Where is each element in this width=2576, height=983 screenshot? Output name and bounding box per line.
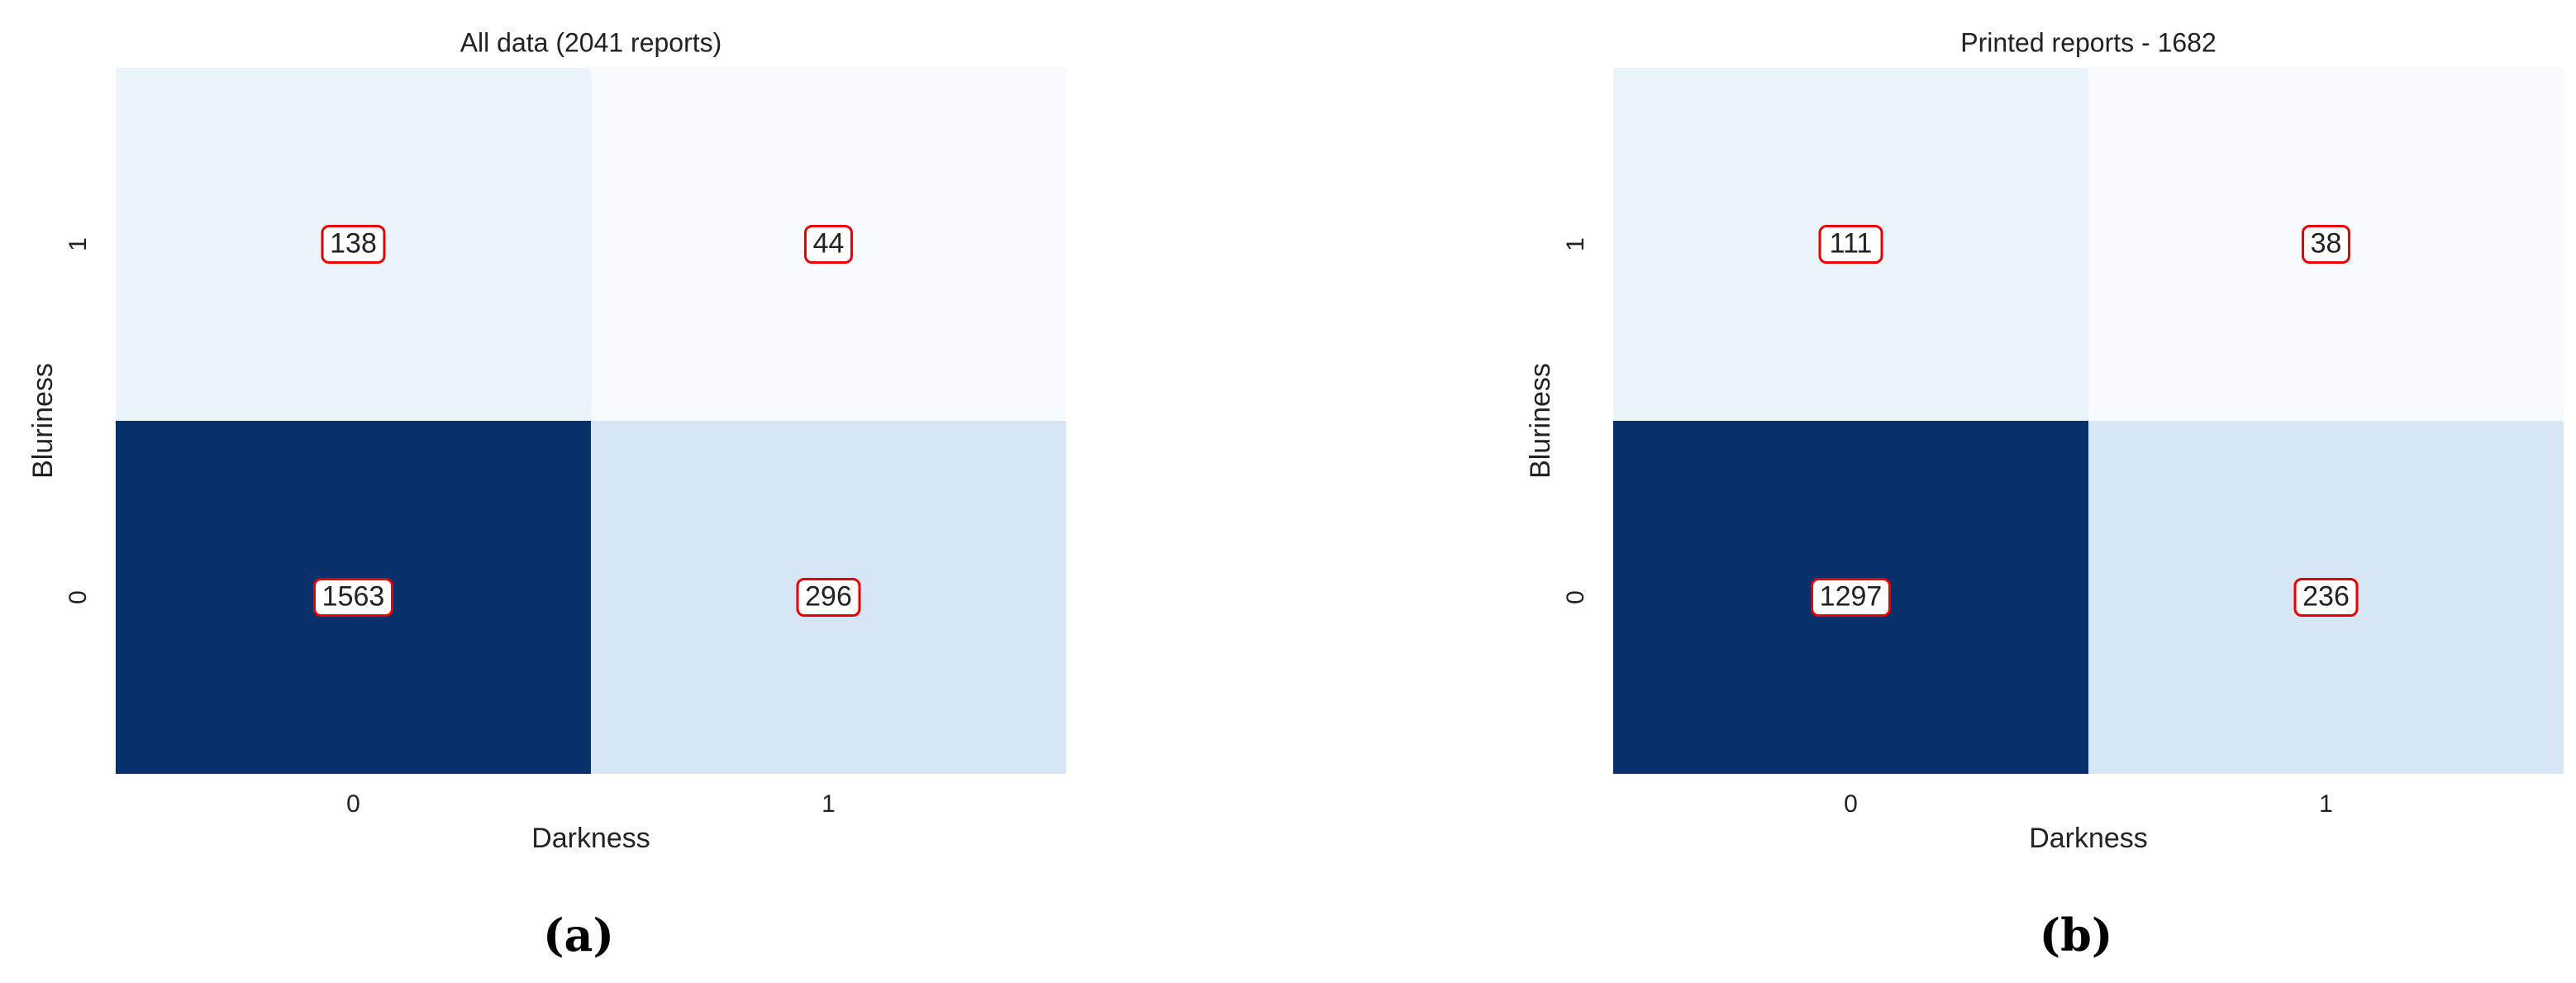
y-tick-label: 1 bbox=[64, 237, 92, 251]
x-tick-label: 0 bbox=[1844, 790, 1858, 818]
caption: (a) bbox=[543, 909, 614, 962]
cell-label: 138 bbox=[330, 227, 377, 259]
x-axis-label: Darkness bbox=[531, 823, 650, 854]
annotation-box bbox=[1811, 578, 1891, 617]
annotation-box bbox=[1818, 225, 1883, 264]
cell-label: 1297 bbox=[1820, 580, 1883, 612]
chart-title: Printed reports - 1682 bbox=[1960, 27, 2217, 57]
annotation-box bbox=[321, 225, 386, 264]
cell-label: 38 bbox=[2311, 227, 2342, 259]
y-tick-label: 0 bbox=[1562, 590, 1589, 604]
caption: (b) bbox=[2040, 909, 2113, 962]
annotation-box bbox=[2293, 578, 2359, 617]
y-tick-label: 0 bbox=[64, 590, 92, 604]
y-tick-label: 1 bbox=[1562, 237, 1589, 251]
annotation-box bbox=[2302, 225, 2350, 264]
chart-title: All data (2041 reports) bbox=[460, 27, 722, 57]
x-tick-label: 1 bbox=[2319, 790, 2333, 818]
y-axis-label: Bluriness bbox=[27, 363, 59, 479]
x-tick-label: 0 bbox=[346, 790, 360, 818]
x-axis-label: Darkness bbox=[2029, 823, 2148, 854]
cell-label: 236 bbox=[2302, 580, 2350, 612]
annotation-box bbox=[796, 578, 861, 617]
annotation-box bbox=[804, 225, 853, 264]
annotation-box bbox=[313, 578, 393, 617]
y-axis-label: Bluriness bbox=[1525, 363, 1556, 479]
cell-label: 296 bbox=[805, 580, 852, 612]
cell-label: 111 bbox=[1830, 227, 1873, 259]
x-tick-label: 1 bbox=[821, 790, 836, 818]
cell-label: 44 bbox=[813, 227, 845, 259]
cell-label: 1563 bbox=[322, 580, 385, 612]
